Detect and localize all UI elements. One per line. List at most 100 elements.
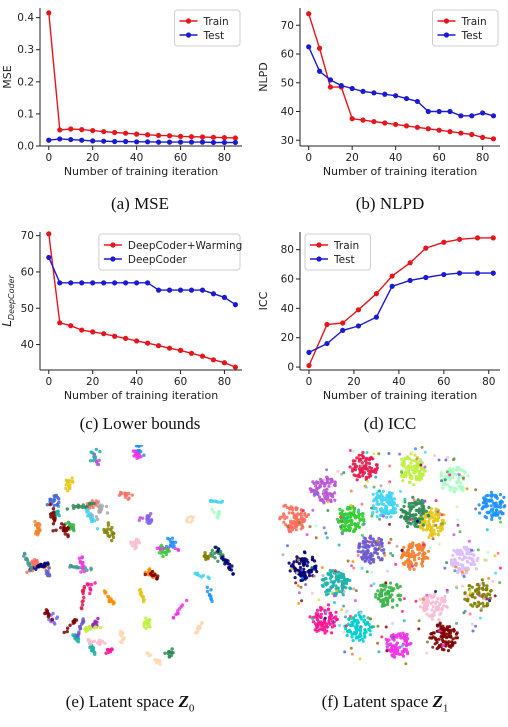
scatter-point [311,508,315,512]
scatter-point [332,581,336,585]
scatter-point [446,483,450,487]
data-point-blue [456,270,463,276]
scatter-point [441,632,445,636]
data-point-blue [210,139,217,146]
scatter-point [210,499,215,503]
y-tick-label: 60 [281,273,294,285]
scatter-point [377,452,381,456]
scatter-point [402,635,406,639]
data-point-blue [327,77,334,83]
scatter-point [361,451,365,455]
scatter-point [372,452,376,456]
scatter-point [220,556,224,560]
scatter-point [431,635,435,639]
scatter-point [48,499,52,504]
scatter-point [36,530,40,534]
scatter-point [381,495,385,499]
scatter-point [486,603,490,607]
scatter-point [360,461,364,465]
scatter-point [495,508,499,512]
scatter-point [325,476,329,480]
scatter-point [410,549,415,553]
scatter-point [65,629,69,634]
scatter-point [448,473,452,477]
scatter-point [328,492,333,496]
scatter-point [344,627,348,631]
data-point-red [155,132,162,139]
scatter-point [335,589,339,593]
scatter-point [378,489,381,493]
scatter-point [423,465,427,469]
scatter-point [293,576,297,580]
latent-space-z0-plot [0,445,254,675]
scatter-point [297,558,300,562]
scatter-point [351,639,355,643]
scatter-point [36,526,40,530]
scatter-point [399,593,403,598]
scatter-point [363,559,367,563]
scatter-point [147,654,151,658]
scatter-point [498,516,502,520]
scatter-point [339,525,343,529]
scatter-point [326,571,330,575]
scatter-point [159,545,163,549]
scatter-point [315,617,320,622]
scatter-point [404,519,408,523]
scatter-point [450,640,454,644]
scatter-point [88,459,93,463]
scatter-point [403,639,407,643]
scatter-point [375,552,380,556]
scatter-point [94,515,99,519]
x-tick-label: 40 [130,152,143,164]
scatter-point [35,559,39,563]
scatter-point [418,517,422,521]
scatter-point [445,470,449,474]
scatter-point [336,469,340,473]
scatter-point [383,553,387,557]
chart-nlpd-svg: 0 20 40 60 80 30 40 50 60 70 Number of training it… [257,8,500,178]
scatter-point [295,555,299,559]
scatter-point [347,617,351,621]
scatter-point [345,633,349,637]
scatter-point [414,447,417,451]
scatter-point [489,504,493,508]
scatter-point [486,597,489,601]
scatter-point [346,512,350,516]
data-point-blue [423,274,429,281]
scatter-point [306,560,310,564]
scatter-point [148,618,152,622]
scatter-point [290,567,294,571]
scatter-point [350,519,354,523]
scatter-point [445,590,449,594]
scatter-point [356,620,360,625]
scatter-point [365,620,370,624]
scatter-point [410,564,414,568]
data-point-red [327,84,334,90]
scatter-point [473,596,477,600]
scatter-point [349,503,353,507]
caption-latent-z1-sub: 1 [442,702,449,715]
scatter-point [420,445,424,449]
scatter-point [147,519,152,523]
scatter-point [308,525,312,529]
scatter-point [385,598,389,602]
scatter-point [391,605,395,609]
scatter-point [388,522,391,526]
scatter-point [313,622,318,626]
scatter-point [67,521,71,525]
legend-swatch-marker [110,256,116,262]
scatter-point [95,641,100,645]
scatter-point [415,477,419,481]
scatter-point [389,515,393,519]
scatter-point [431,605,435,609]
scatter-point [37,563,41,568]
scatter-point [325,480,329,484]
scatter-point [488,599,492,603]
scatter-point [374,592,378,596]
data-point-red [57,127,63,133]
scatter-point [68,486,72,490]
scatter-point [170,650,174,655]
scatter-point [313,559,317,563]
scatter-point [312,566,316,570]
scatter-point [95,527,100,531]
